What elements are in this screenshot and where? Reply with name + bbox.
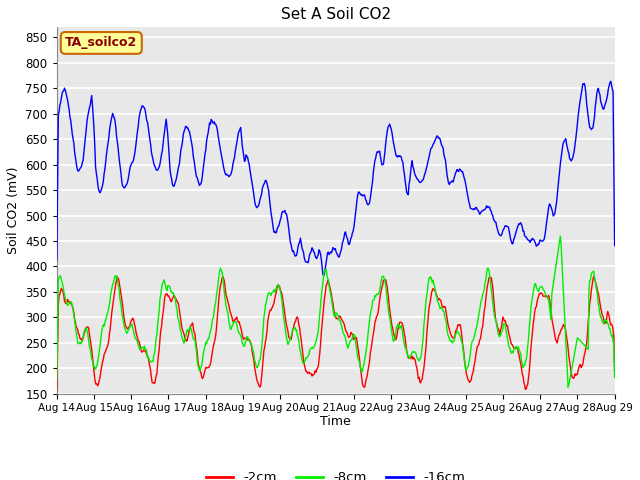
Y-axis label: Soil CO2 (mV): Soil CO2 (mV) [7,167,20,254]
X-axis label: Time: Time [321,415,351,428]
Text: TA_soilco2: TA_soilco2 [65,36,138,49]
Title: Set A Soil CO2: Set A Soil CO2 [280,7,391,22]
Legend: -2cm, -8cm, -16cm: -2cm, -8cm, -16cm [201,466,470,480]
